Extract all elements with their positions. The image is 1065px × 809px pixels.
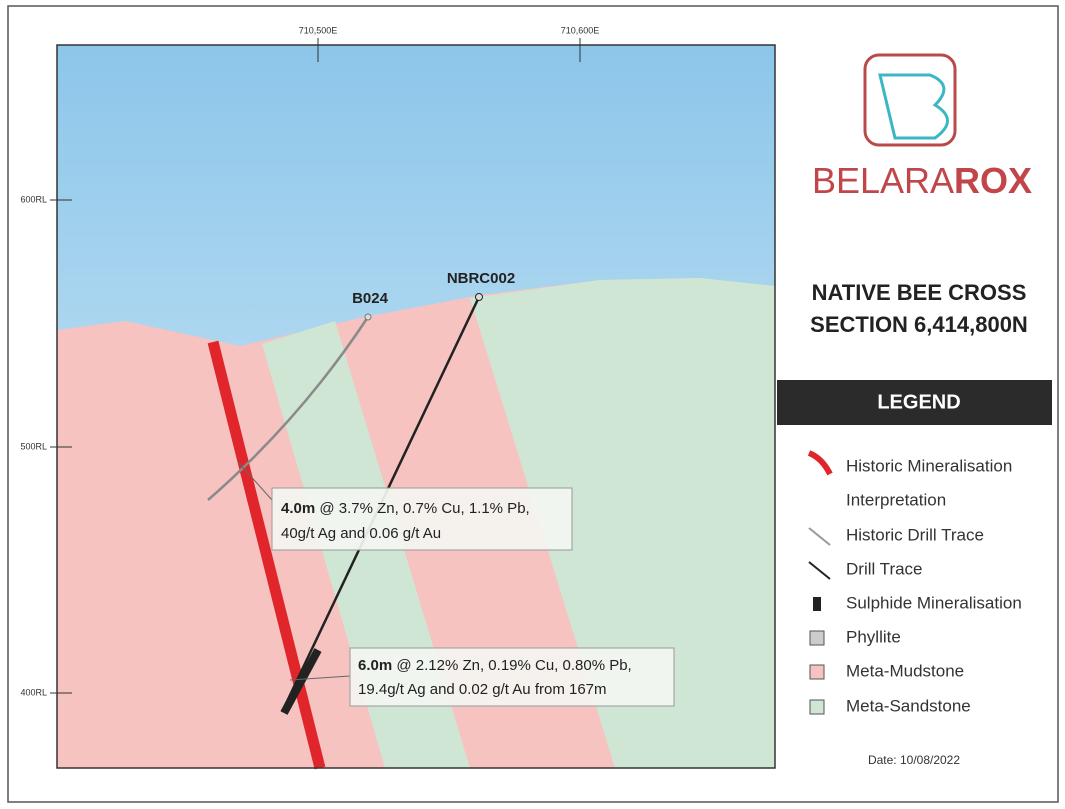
intercept-grade: @ 3.7% Zn, 0.7% Cu, 1.1% Pb, <box>315 500 530 517</box>
easting-label: 710,600E <box>561 25 600 35</box>
rl-label: 500RL <box>20 441 47 451</box>
intercept-text: 4.0m @ 3.7% Zn, 0.7% Cu, 1.1% Pb, <box>281 500 530 517</box>
intercept-length: 4.0m <box>281 500 315 517</box>
rl-label: 600RL <box>20 194 47 204</box>
date: Date: 10/08/2022 <box>868 753 960 767</box>
intercept-text: 6.0m @ 2.12% Zn, 0.19% Cu, 0.80% Pb, <box>358 657 632 674</box>
intercept-grade: @ 2.12% Zn, 0.19% Cu, 0.80% Pb, <box>392 657 632 674</box>
logo-text: BELARAROX <box>812 160 1032 201</box>
legend-icon <box>810 665 824 679</box>
legend-label: Meta-Sandstone <box>846 696 971 715</box>
legend-icon <box>809 528 830 545</box>
legend-label: Drill Trace <box>846 559 923 578</box>
intercept-text: 40g/t Ag and 0.06 g/t Au <box>281 525 441 542</box>
legend-label: Interpretation <box>846 490 946 509</box>
collar <box>365 314 371 320</box>
intercept-length: 6.0m <box>358 657 392 674</box>
title: SECTION 6,414,800N <box>810 312 1028 337</box>
logo-light: BELARA <box>812 160 954 201</box>
legend-label: Historic Drill Trace <box>846 525 984 544</box>
legend-label: Meta-Mudstone <box>846 661 964 680</box>
legend-label: Sulphide Mineralisation <box>846 593 1022 612</box>
legend-icon <box>810 700 824 714</box>
hole-label: B024 <box>352 290 389 307</box>
hole-label: NBRC002 <box>447 270 515 287</box>
legend-icon <box>809 453 830 474</box>
legend-label: Historic Mineralisation <box>846 456 1012 475</box>
rl-label: 400RL <box>20 687 47 697</box>
logo-bold: ROX <box>954 160 1032 201</box>
intercept-text: 19.4g/t Ag and 0.02 g/t Au from 167m <box>358 681 607 698</box>
legend-label: Phyllite <box>846 627 901 646</box>
figure: 710,500E 710,600E 600RL 500RL 400RL B024… <box>0 0 1065 809</box>
legend-title: LEGEND <box>877 391 960 413</box>
page: 710,500E 710,600E 600RL 500RL 400RL B024… <box>0 0 1065 809</box>
collar <box>476 294 483 301</box>
legend-icon <box>810 631 824 645</box>
easting-label: 710,500E <box>299 25 338 35</box>
legend-icon <box>813 597 821 611</box>
title: NATIVE BEE CROSS <box>812 280 1027 305</box>
logo-mark <box>880 75 948 138</box>
legend-icon <box>809 562 830 579</box>
